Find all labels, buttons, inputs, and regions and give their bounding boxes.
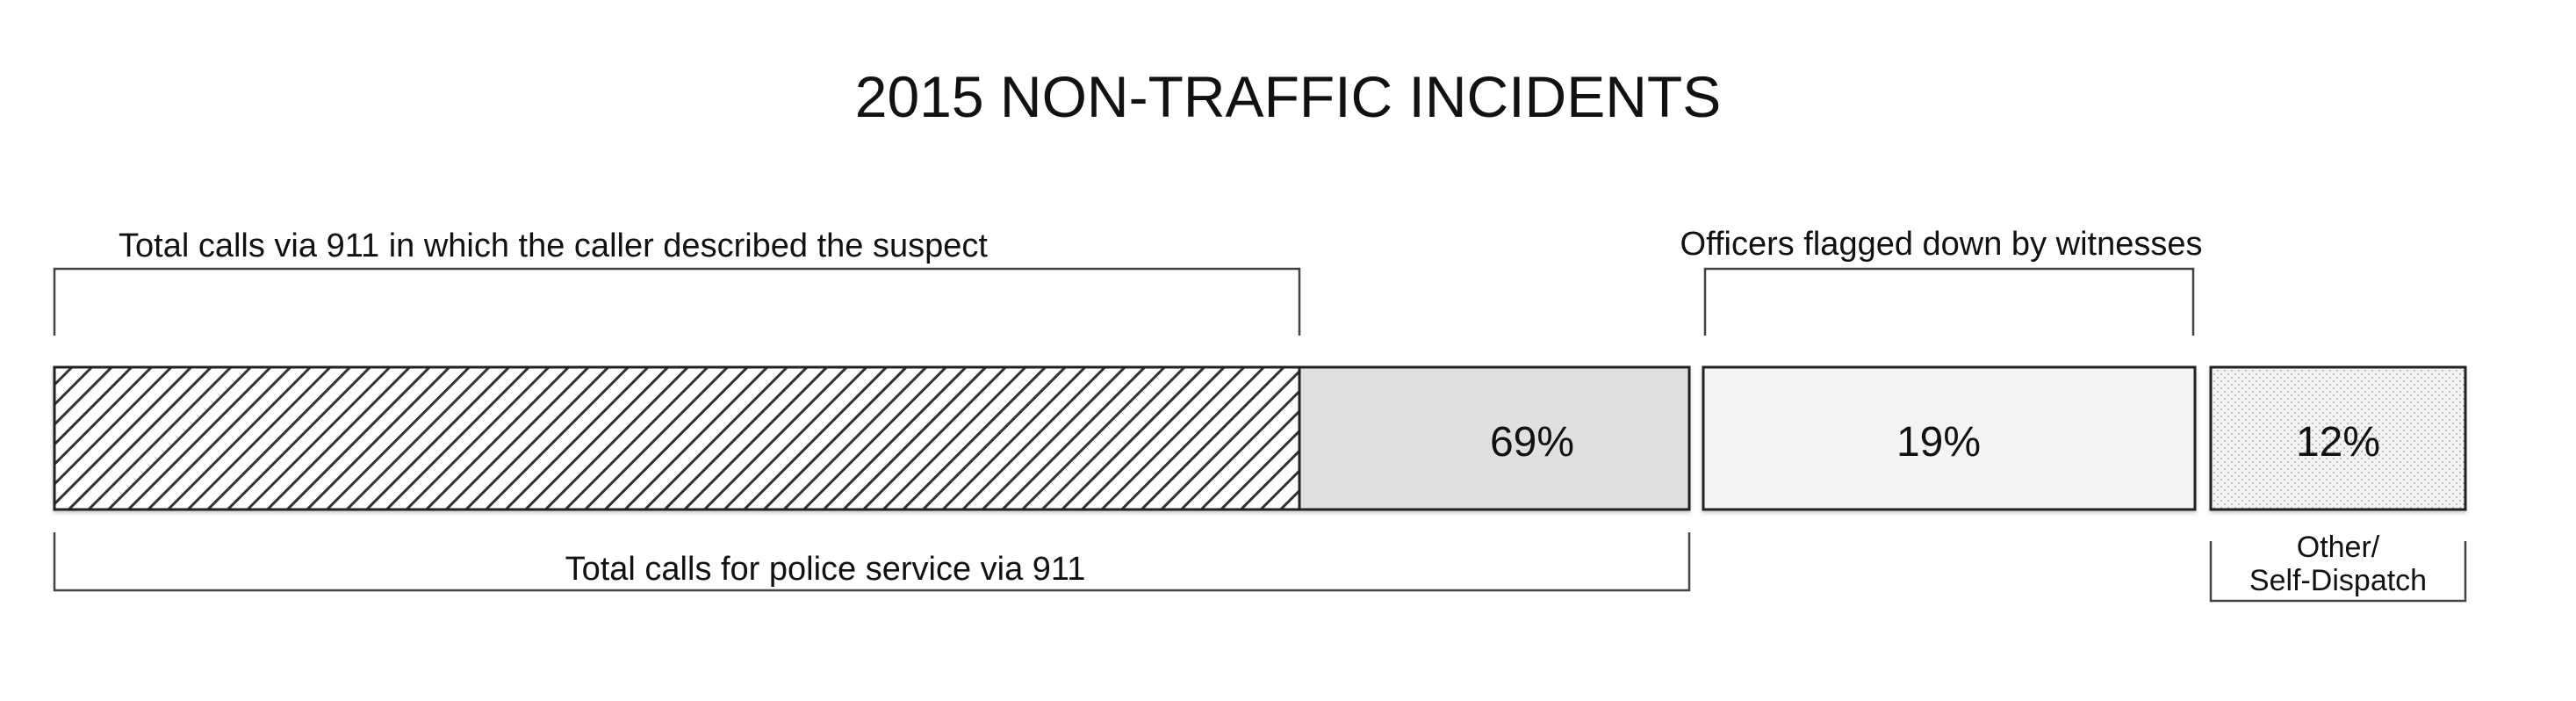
bracket-flagged-down bbox=[1703, 267, 2195, 336]
bar-segment-flagged-down bbox=[1702, 365, 2197, 511]
annotation-other-line1: Other/ bbox=[2297, 531, 2380, 564]
bar-segment-caller-described-hatched bbox=[53, 365, 1301, 511]
bar-segment-other bbox=[2209, 365, 2467, 511]
value-label-69: 69% bbox=[1490, 419, 1574, 466]
bracket-caller-described bbox=[53, 267, 1301, 336]
annotation-total-911: Total calls for police service via 911 bbox=[565, 551, 1086, 588]
annotation-flagged-down: Officers flagged down by witnesses bbox=[1680, 226, 2203, 263]
value-label-19: 19% bbox=[1896, 419, 1981, 466]
bracket-total-911 bbox=[53, 532, 1691, 592]
value-label-12: 12% bbox=[2296, 419, 2380, 466]
annotation-other-line2: Self-Dispatch bbox=[2249, 564, 2427, 597]
annotation-caller-described: Total calls via 911 in which the caller … bbox=[119, 228, 988, 264]
bracket-other bbox=[2209, 541, 2467, 603]
chart-title: 2015 NON-TRAFFIC INCIDENTS bbox=[855, 64, 1721, 129]
